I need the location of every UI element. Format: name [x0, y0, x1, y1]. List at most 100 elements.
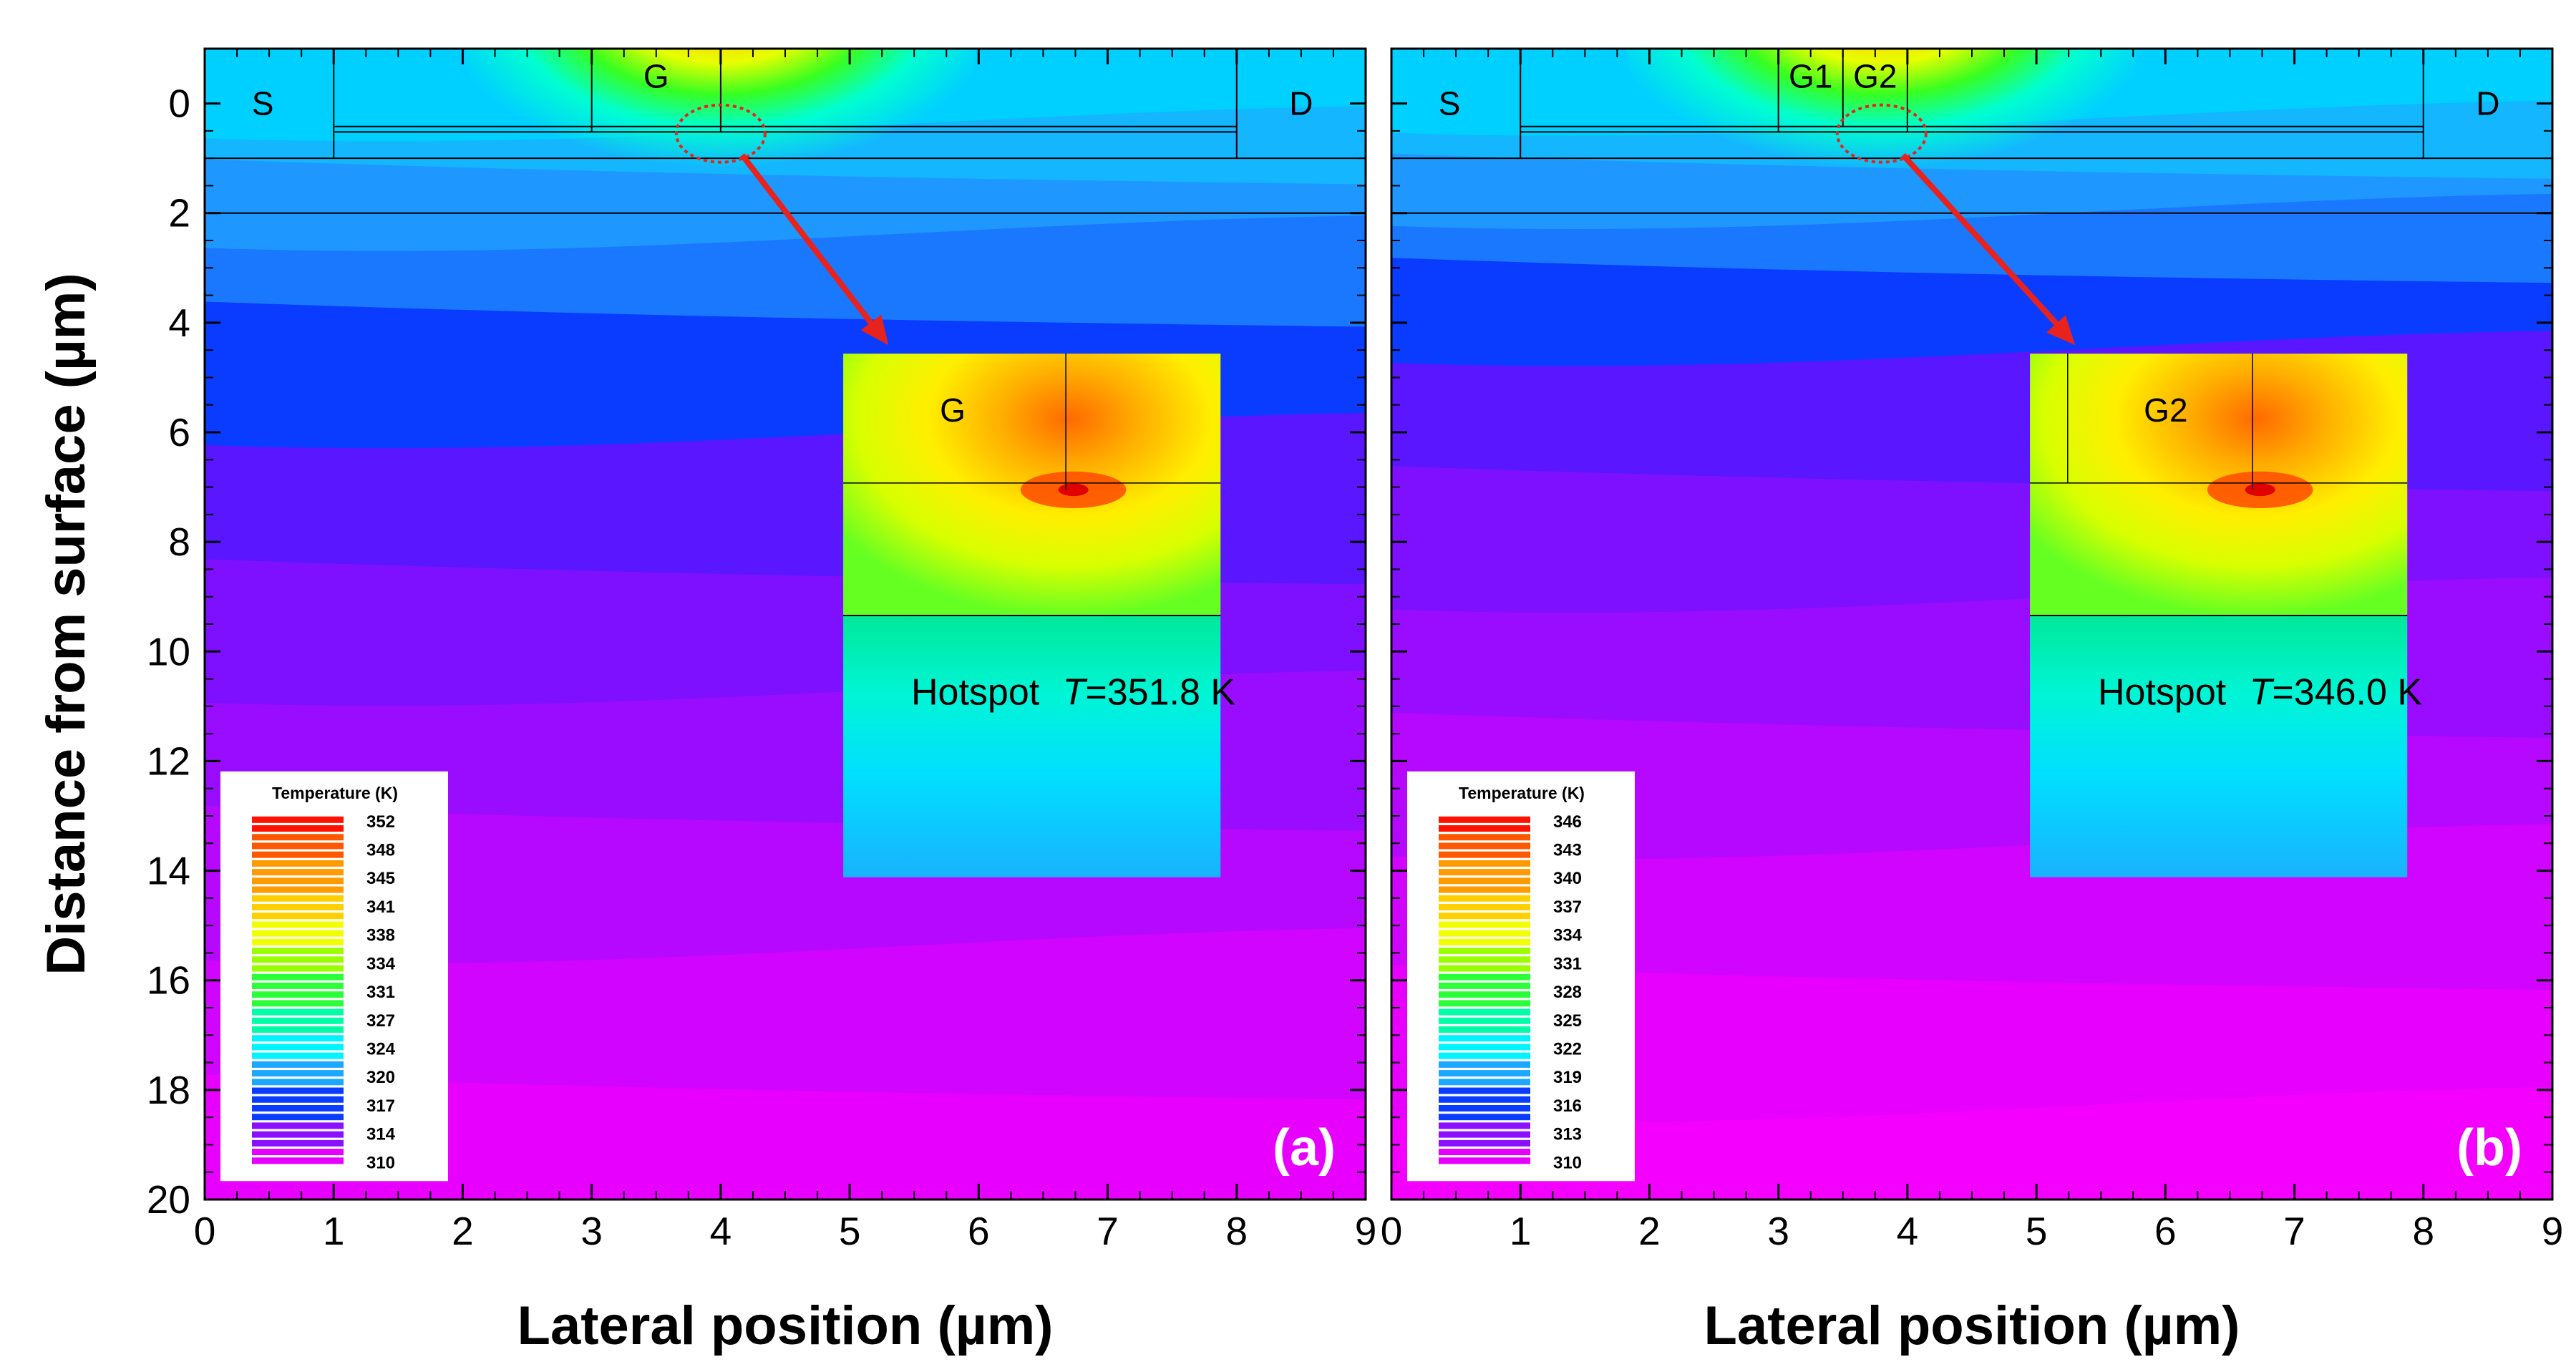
legend-tick-label: 327	[366, 1011, 395, 1031]
legend-tick-label: 319	[1553, 1068, 1582, 1087]
region-label-g1: G1	[1789, 57, 1832, 94]
x-axis-title: Lateral position (µm)	[517, 1295, 1054, 1356]
region-label-s: S	[1439, 85, 1461, 122]
y-tick-label: 10	[147, 629, 190, 673]
legend-swatch	[252, 991, 344, 998]
legend-swatch	[252, 1149, 344, 1156]
hot-plume	[1626, 49, 2137, 198]
hotspot-temperature-text: Hotspot T=351.8 K	[911, 671, 1235, 713]
legend-swatch	[1439, 851, 1530, 858]
x-tick-label: 5	[839, 1209, 861, 1253]
x-tick-label: 7	[1097, 1209, 1119, 1253]
legend-swatch	[1439, 1017, 1530, 1024]
legend-tick-label: 346	[1553, 812, 1582, 832]
y-tick-label: 12	[147, 739, 190, 783]
zoom-arrow-head	[2046, 315, 2076, 346]
legend-tick-label: 320	[366, 1068, 395, 1087]
inset-low-region	[2030, 615, 2408, 877]
legend-tick-label: 348	[366, 841, 395, 860]
legend-swatch	[252, 1139, 344, 1147]
legend-swatch	[252, 948, 344, 955]
legend-swatch	[1439, 948, 1530, 955]
legend-tick-label: 334	[366, 954, 396, 973]
legend-swatch	[252, 965, 344, 972]
legend-swatch	[252, 1061, 344, 1068]
legend-swatch	[252, 816, 344, 823]
legend-tick-label: 334	[1553, 926, 1583, 945]
legend-swatch	[252, 921, 344, 928]
region-label-g: G	[643, 57, 669, 94]
legend-swatch	[1439, 1104, 1530, 1111]
hotspot-marker	[1835, 103, 1928, 164]
legend-swatch	[252, 956, 344, 963]
inset-low-region	[843, 615, 1221, 877]
x-tick-label: 4	[710, 1209, 732, 1253]
legend-tick-label: 341	[366, 897, 395, 917]
legend-swatch	[252, 851, 344, 858]
legend-swatch	[252, 1096, 344, 1103]
zoom-arrow-head	[860, 314, 889, 346]
temperature-band	[1391, 1086, 2552, 1200]
legend-tick-label: 310	[1553, 1153, 1582, 1172]
zoom-arrow-shaft	[1900, 152, 2071, 339]
x-tick-label: 9	[1355, 1209, 1377, 1253]
legend-swatch	[252, 1026, 344, 1033]
legend-swatch	[1439, 816, 1530, 823]
legend-swatch	[252, 834, 344, 841]
inset-gate-label: G2	[2144, 391, 2187, 429]
legend-swatch	[252, 869, 344, 876]
legend-swatch	[1439, 1096, 1530, 1103]
legend-tick-label: 338	[366, 926, 395, 945]
legend-swatch	[1439, 869, 1530, 876]
legend-tick-label: 337	[1553, 897, 1582, 917]
region-label-g2: G2	[1853, 57, 1897, 94]
x-axis-title: Lateral position (µm)	[1704, 1295, 2240, 1356]
legend-swatch	[1439, 1026, 1530, 1033]
legend-swatch	[1439, 1149, 1530, 1156]
legend-swatch	[1439, 886, 1530, 893]
legend-tick-label: 322	[1553, 1039, 1582, 1059]
y-tick-label: 16	[147, 958, 190, 1003]
legend-tick-label: 314	[366, 1125, 396, 1144]
legend-swatch	[1439, 1044, 1530, 1051]
legend-swatch	[1439, 938, 1530, 945]
y-tick-label: 8	[168, 520, 190, 564]
hotspot-inset: G Hotspot T=351.8 K	[843, 354, 1235, 877]
x-tick-label: 6	[2154, 1209, 2177, 1253]
y-tick-label: 4	[168, 301, 190, 345]
x-tick-label: 8	[1225, 1209, 1248, 1253]
y-tick-label: 0	[168, 82, 190, 126]
x-tick-label: 7	[2283, 1209, 2305, 1253]
legend-swatch	[1439, 1008, 1530, 1016]
legend-swatch	[1439, 1131, 1530, 1138]
legend-tick-label: 343	[1553, 841, 1582, 860]
legend-swatch	[1439, 1000, 1530, 1007]
legend-swatch	[252, 1157, 344, 1164]
legend-swatch	[1439, 1139, 1530, 1147]
legend-tick-label: 340	[1553, 869, 1582, 888]
y-tick-label: 14	[147, 849, 190, 893]
region-label-d: D	[2476, 85, 2499, 122]
legend-swatch	[1439, 903, 1530, 910]
legend-swatch	[1439, 921, 1530, 928]
legend-swatch	[252, 1052, 344, 1059]
legend-title: Temperature (K)	[1459, 784, 1585, 802]
legend-tick-label: 345	[366, 869, 395, 888]
legend-swatch	[252, 1122, 344, 1129]
y-tick-label: 2	[168, 191, 190, 235]
legend-swatch	[252, 842, 344, 850]
x-tick-label: 0	[194, 1209, 216, 1253]
legend-swatch	[1439, 1070, 1530, 1077]
panel-label: (b)	[2456, 1119, 2522, 1177]
x-tick-label: 2	[1638, 1209, 1661, 1253]
region-label-s: S	[252, 85, 274, 122]
legend-swatch	[252, 1008, 344, 1016]
legend-swatch	[252, 903, 344, 910]
legend-swatch	[252, 895, 344, 902]
legend-swatch	[1439, 930, 1530, 937]
x-tick-label: 8	[2412, 1209, 2434, 1253]
legend-swatch	[1439, 991, 1530, 998]
legend-swatch	[252, 973, 344, 981]
legend-tick-label: 310	[366, 1153, 395, 1172]
